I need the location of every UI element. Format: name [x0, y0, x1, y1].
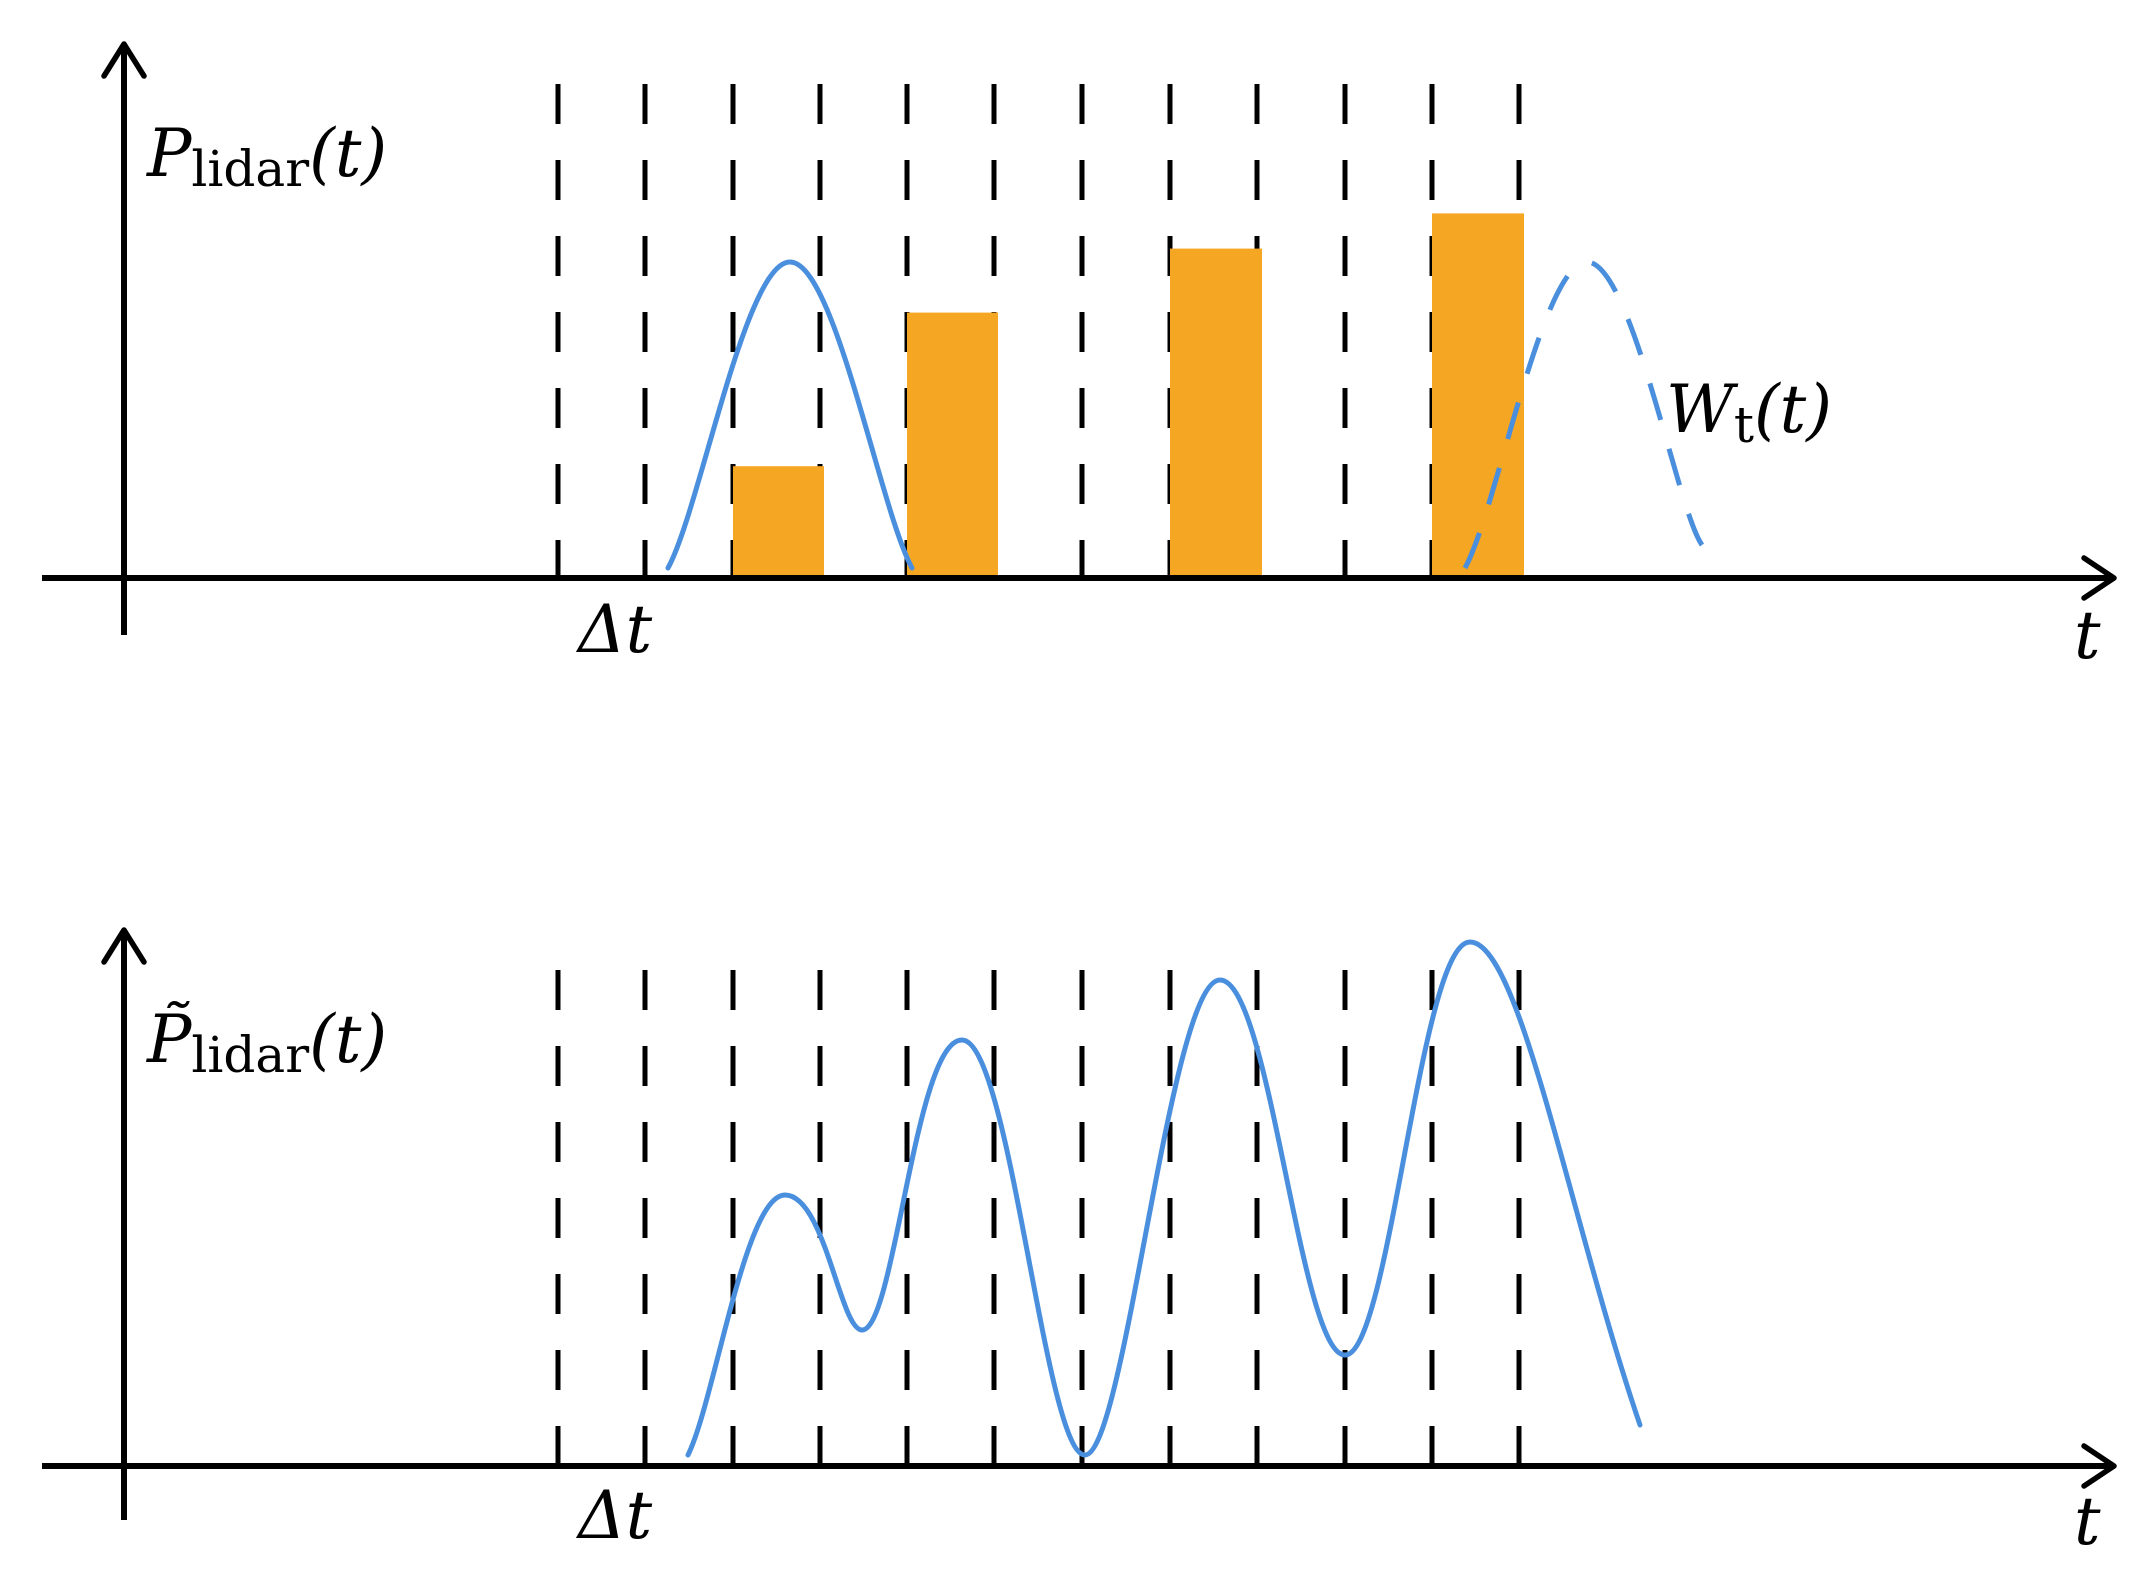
- bottom-time-bin-gridlines: [555, 970, 1522, 1463]
- pulse-label-main: W: [1666, 371, 1739, 448]
- pulse-label-arg: (t): [1754, 371, 1832, 448]
- top-panel: Plidar(t) Δt t Wt(t): [42, 41, 2117, 674]
- top-y-label-main: P: [146, 115, 193, 192]
- histogram-bar-2: [907, 312, 998, 575]
- bottom-panel: P̃lidar(t) Δt t: [42, 927, 2117, 1560]
- top-histogram-bars: [733, 213, 1524, 575]
- top-time-bin-gridlines: [555, 84, 1522, 575]
- pulse-label-sub: t: [1734, 396, 1754, 454]
- pulse-curve-label: Wt(t): [1666, 371, 1832, 454]
- top-y-label-arg: (t): [309, 115, 387, 192]
- bottom-x-axis-label: t: [2074, 1483, 2101, 1560]
- top-x-axis-arrowhead: [2081, 555, 2117, 601]
- top-tick-label-delta-t: Δt: [575, 591, 653, 668]
- bottom-y-axis-arrowhead: [101, 927, 147, 965]
- bottom-y-axis-label: P̃lidar(t): [146, 1001, 387, 1084]
- top-y-axis-label: Plidar(t): [146, 115, 387, 198]
- top-y-label-sub: lidar: [191, 140, 309, 198]
- bottom-y-label-arg: (t): [309, 1001, 387, 1078]
- bottom-y-label-sub: lidar: [191, 1026, 309, 1084]
- histogram-bar-3: [1170, 248, 1262, 575]
- top-x-axis-label: t: [2074, 597, 2101, 674]
- histogram-bar-1: [733, 466, 824, 575]
- bottom-tick-label-delta-t: Δt: [575, 1477, 653, 1554]
- histogram-bar-4: [1432, 213, 1524, 575]
- convolved-signal-curve: [685, 939, 1643, 1458]
- shifted-pulse-dashed-curve: [1462, 259, 1705, 570]
- transmitted-pulse-curve: [665, 259, 915, 571]
- top-y-axis-arrowhead: [101, 41, 147, 79]
- bottom-x-axis-arrowhead: [2081, 1443, 2117, 1489]
- bottom-y-label-main: P̃: [146, 1001, 193, 1078]
